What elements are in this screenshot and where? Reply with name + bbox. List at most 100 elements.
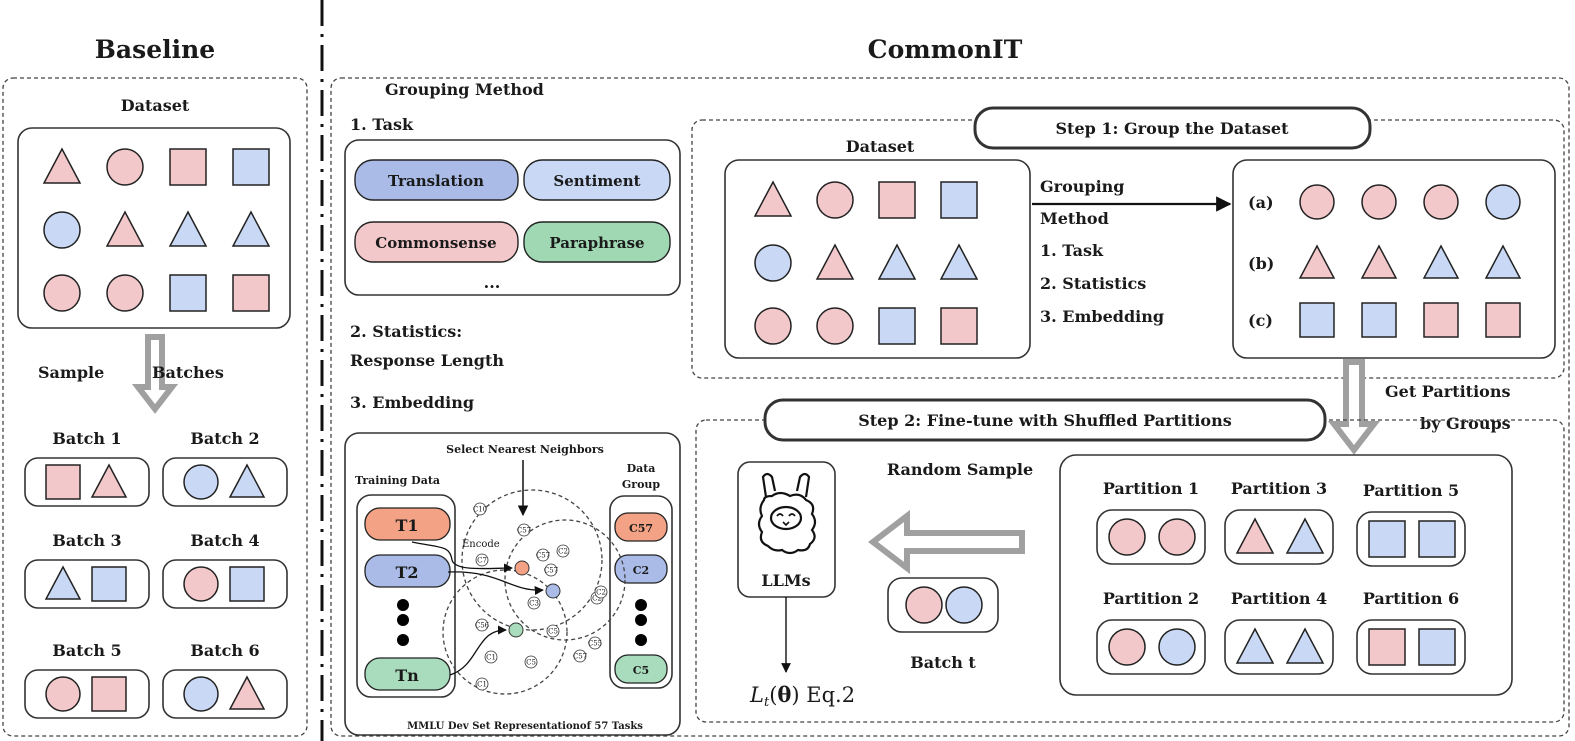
partition: Partition 1 (1096, 479, 1206, 565)
blue-square (1418, 628, 1456, 666)
batch-4: Batch 4 (162, 531, 288, 609)
cluster-point (475, 618, 489, 632)
pink-triangle (1360, 244, 1398, 279)
pink-circle (1108, 628, 1146, 666)
grouping-title: Grouping Method (385, 80, 544, 99)
data-group-label-2: Group (622, 478, 661, 491)
cluster-point (556, 544, 570, 558)
blue-circle (754, 244, 792, 282)
batch-6: Batch 6 (162, 641, 288, 719)
partition-label: Partition 3 (1231, 479, 1327, 498)
cluster-label: C2 (596, 589, 606, 597)
task-pill-sentiment (523, 159, 671, 201)
pink-triangle (90, 463, 128, 498)
loss-symbol: L (749, 683, 764, 707)
blue-triangle (939, 243, 979, 280)
neighbor-circle (442, 569, 568, 695)
step1-dataset-label: Dataset (846, 137, 915, 156)
partition-down-arrow (1327, 359, 1381, 455)
group-item (614, 512, 668, 542)
batch-box (24, 457, 150, 507)
blue-triangle (1484, 244, 1522, 279)
cluster-label: C57 (573, 653, 587, 661)
batch-label: Batch 3 (52, 531, 121, 550)
blue-circle (1158, 628, 1196, 666)
pink-square (45, 464, 81, 500)
step1-title: Step 1: Group the Dataset (1056, 119, 1290, 138)
embedding-point-t1 (514, 560, 530, 576)
cluster-label: C1 (477, 681, 487, 689)
baseline-dataset-label: Dataset (121, 96, 190, 115)
step1-dataset-shapes (753, 180, 979, 345)
loss-arg: θ (777, 682, 791, 707)
group-item-label: C57 (629, 522, 653, 535)
batch-box (162, 559, 288, 609)
cluster-point (588, 636, 602, 650)
pink-circle (45, 676, 81, 712)
pink-circle (106, 148, 144, 186)
by-groups-label: by Groups (1420, 414, 1511, 433)
blue-square (1361, 302, 1397, 338)
partition: Partition 4 (1224, 589, 1334, 675)
partition: Partition 3 (1224, 479, 1334, 565)
blue-triangle (231, 210, 271, 247)
blue-triangle (168, 210, 208, 247)
cluster-label: C2 (558, 548, 568, 556)
cluster-label: C57 (517, 527, 531, 535)
pink-circle (1158, 518, 1196, 556)
groups: (a) (b) (c) (1248, 184, 1522, 338)
training-data-label: Training Data (355, 474, 440, 487)
training-item-label: Tn (395, 666, 419, 685)
pink-square (232, 274, 270, 312)
group-item-label: C2 (633, 564, 649, 577)
partition-box (1224, 619, 1334, 675)
blue-square (1368, 520, 1406, 558)
batch-label: Batch 2 (190, 429, 259, 448)
batch-3: Batch 3 (24, 531, 150, 609)
embedding-items: T1 T2 Tn C57 C2 C5 (364, 507, 668, 691)
task-heading: 1. Task (350, 115, 414, 134)
cluster-point (527, 596, 541, 610)
pink-triangle (1235, 517, 1275, 554)
partition-label: Partition 2 (1103, 589, 1199, 608)
commonit-panel (330, 77, 1570, 737)
cluster-label: C55 (588, 640, 602, 648)
cluster-label: C1 (486, 654, 496, 662)
get-partitions-label: Get Partitions (1385, 382, 1510, 401)
loss-subscript: t (764, 695, 770, 710)
method-line: Grouping (1040, 177, 1124, 196)
partition-label: Partition 5 (1363, 481, 1459, 500)
batch-label: Batch 6 (190, 641, 259, 660)
pink-square (169, 148, 207, 186)
partition-label: Partition 6 (1363, 589, 1459, 608)
batch-box (162, 457, 288, 507)
cluster-label: C5 (548, 628, 558, 636)
blue-triangle (1235, 627, 1275, 664)
blue-square (229, 566, 265, 602)
pink-circle (43, 274, 81, 312)
group-label: (a) (1248, 193, 1274, 212)
partition: Partition 2 (1096, 589, 1206, 675)
group-row: (c) (1248, 302, 1521, 338)
group-item-label: C5 (633, 664, 649, 677)
encode-arrow-tn (449, 625, 507, 676)
batches-label: Batches (152, 363, 224, 382)
batch-label: Batch 4 (190, 531, 259, 550)
pink-square (1423, 302, 1459, 338)
pink-circle (754, 307, 792, 345)
pink-square (940, 307, 978, 345)
embedding-caption: MMLU Dev Set Representationof 57 Tasks (407, 721, 643, 732)
commonit-title: CommonIT (868, 35, 1023, 64)
pink-square (91, 676, 127, 712)
llama-icon (757, 472, 817, 555)
partition-label: Partition 4 (1231, 589, 1327, 608)
blue-square (232, 148, 270, 186)
cluster-point (594, 585, 608, 599)
group-item (614, 554, 668, 584)
ellipsis-dot (397, 634, 409, 646)
batch-2: Batch 2 (162, 429, 288, 507)
training-item (364, 507, 451, 541)
pink-triangle (42, 147, 82, 184)
loss-ref: Eq.2 (806, 683, 855, 707)
